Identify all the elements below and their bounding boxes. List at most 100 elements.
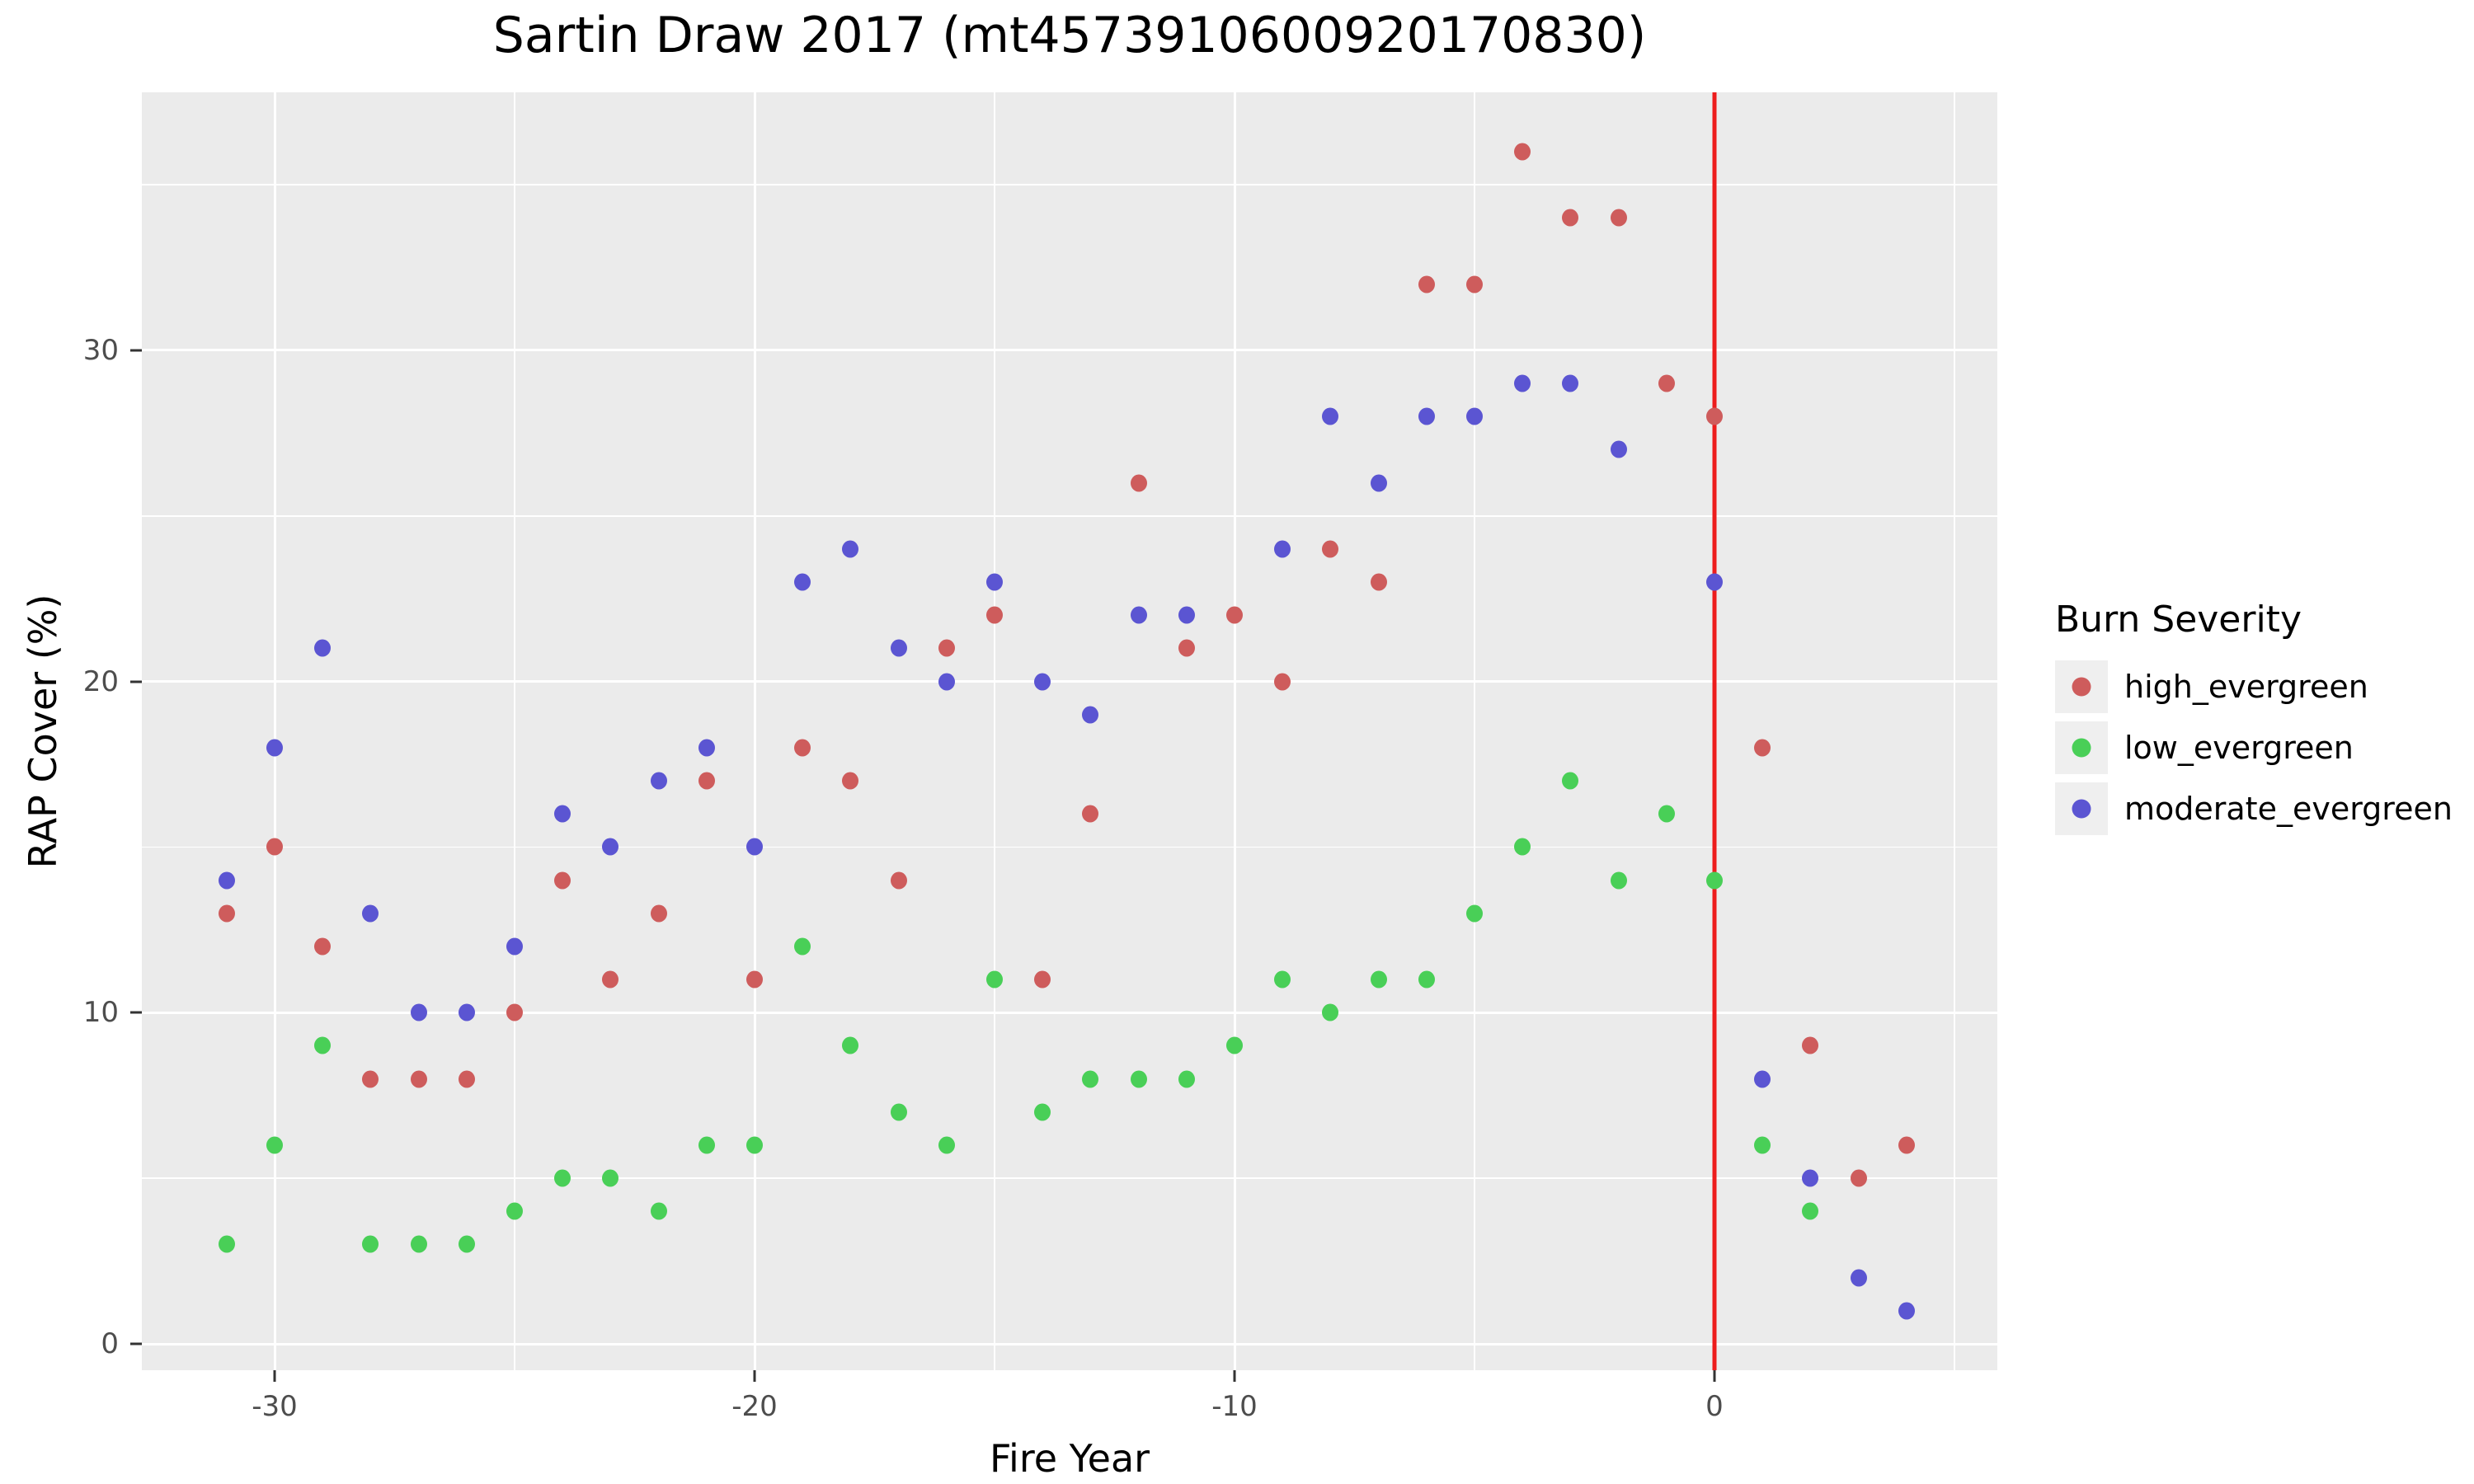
data-point-high_evergreen [1130, 474, 1147, 492]
data-point-high_evergreen [1418, 275, 1435, 294]
data-point-high_evergreen [506, 1003, 523, 1021]
data-point-high_evergreen [218, 904, 235, 923]
data-point-low_evergreen [890, 1103, 907, 1121]
data-point-high_evergreen [1466, 275, 1483, 294]
data-point-moderate_evergreen [1082, 706, 1099, 724]
data-point-high_evergreen [1850, 1169, 1867, 1187]
data-point-moderate_evergreen [1802, 1169, 1819, 1187]
data-point-low_evergreen [842, 1036, 859, 1054]
data-point-high_evergreen [314, 937, 332, 956]
data-point-moderate_evergreen [890, 639, 907, 657]
data-point-high_evergreen [362, 1070, 379, 1088]
x-tick-label: -30 [252, 1390, 298, 1423]
legend-item-high_evergreen: high_evergreen [2055, 660, 2453, 713]
data-point-high_evergreen [1226, 606, 1243, 624]
data-point-moderate_evergreen [1610, 440, 1627, 458]
data-point-high_evergreen [986, 606, 1003, 624]
data-point-high_evergreen [1802, 1036, 1819, 1054]
y-tick-mark [130, 1011, 142, 1014]
minor-gridline-y [142, 515, 1997, 517]
data-point-high_evergreen [1274, 673, 1291, 691]
data-point-high_evergreen [1322, 540, 1339, 558]
legend-dot-icon [2072, 738, 2091, 758]
data-point-low_evergreen [1322, 1003, 1339, 1021]
x-axis-label: Fire Year [989, 1436, 1150, 1481]
data-point-low_evergreen [362, 1235, 379, 1253]
data-point-low_evergreen [1082, 1070, 1099, 1088]
data-point-low_evergreen [410, 1235, 427, 1253]
minor-gridline-x [514, 92, 515, 1370]
data-point-moderate_evergreen [1514, 374, 1531, 392]
data-point-low_evergreen [986, 970, 1003, 989]
data-point-low_evergreen [1418, 970, 1435, 989]
data-point-moderate_evergreen [746, 838, 763, 856]
data-point-low_evergreen [1658, 805, 1675, 823]
legend-items: high_evergreen low_evergreen moderate_ever… [2055, 660, 2453, 835]
data-point-low_evergreen [314, 1036, 332, 1054]
data-point-moderate_evergreen [1466, 407, 1483, 425]
data-point-moderate_evergreen [1898, 1302, 1915, 1320]
data-point-high_evergreen [794, 739, 811, 757]
data-point-moderate_evergreen [842, 540, 859, 558]
data-point-high_evergreen [1898, 1136, 1915, 1154]
data-point-high_evergreen [1514, 143, 1531, 161]
data-point-moderate_evergreen [1370, 474, 1387, 492]
legend: Burn Severity high_evergreen low_evergree… [2055, 599, 2453, 843]
x-tick-label: -20 [731, 1390, 778, 1423]
x-tick-mark [273, 1370, 276, 1382]
data-point-moderate_evergreen [602, 838, 619, 856]
fire-event-vline [1712, 92, 1717, 1370]
data-point-low_evergreen [1610, 871, 1627, 890]
data-point-high_evergreen [890, 871, 907, 890]
y-tick-label: 0 [101, 1327, 119, 1360]
minor-gridline-y [142, 846, 1997, 848]
data-point-high_evergreen [746, 970, 763, 989]
minor-gridline-x [1474, 92, 1475, 1370]
major-gridline-x [753, 92, 756, 1370]
data-point-low_evergreen [1034, 1103, 1051, 1121]
data-point-low_evergreen [1274, 970, 1291, 989]
data-point-high_evergreen [1562, 209, 1579, 227]
data-point-moderate_evergreen [266, 739, 283, 757]
data-point-low_evergreen [1514, 838, 1531, 856]
minor-gridline-x [1954, 92, 1955, 1370]
data-point-moderate_evergreen [410, 1003, 427, 1021]
legend-key-swatch [2055, 782, 2108, 835]
data-point-low_evergreen [1802, 1202, 1819, 1220]
major-gridline-x [1233, 92, 1236, 1370]
legend-label: low_evergreen [2124, 730, 2354, 766]
major-gridline-y [142, 680, 1997, 683]
data-point-low_evergreen [938, 1136, 955, 1154]
data-point-moderate_evergreen [1562, 374, 1579, 392]
data-point-low_evergreen [266, 1136, 283, 1154]
data-point-moderate_evergreen [650, 772, 667, 790]
data-point-high_evergreen [698, 772, 715, 790]
data-point-high_evergreen [1034, 970, 1051, 989]
major-gridline-x [273, 92, 276, 1370]
data-point-moderate_evergreen [1130, 606, 1147, 624]
data-point-high_evergreen [554, 871, 571, 890]
data-point-moderate_evergreen [698, 739, 715, 757]
data-point-moderate_evergreen [1754, 1070, 1771, 1088]
data-point-moderate_evergreen [794, 573, 811, 591]
major-gridline-y [142, 1011, 1997, 1014]
x-tick-mark [1233, 1370, 1236, 1382]
data-point-high_evergreen [1082, 805, 1099, 823]
data-point-moderate_evergreen [506, 937, 523, 956]
data-point-low_evergreen [602, 1169, 619, 1187]
minor-gridline-y [142, 184, 1997, 186]
legend-key-swatch [2055, 721, 2108, 774]
data-point-high_evergreen [1754, 739, 1771, 757]
data-point-low_evergreen [506, 1202, 523, 1220]
y-tick-mark [130, 680, 142, 683]
data-point-low_evergreen [1370, 970, 1387, 989]
data-point-low_evergreen [458, 1235, 475, 1253]
data-point-moderate_evergreen [218, 871, 235, 890]
legend-dot-icon [2072, 677, 2091, 697]
data-point-high_evergreen [602, 970, 619, 989]
plot-panel [142, 92, 1997, 1370]
legend-title: Burn Severity [2055, 599, 2302, 641]
data-point-moderate_evergreen [1322, 407, 1339, 425]
data-point-high_evergreen [1370, 573, 1387, 591]
